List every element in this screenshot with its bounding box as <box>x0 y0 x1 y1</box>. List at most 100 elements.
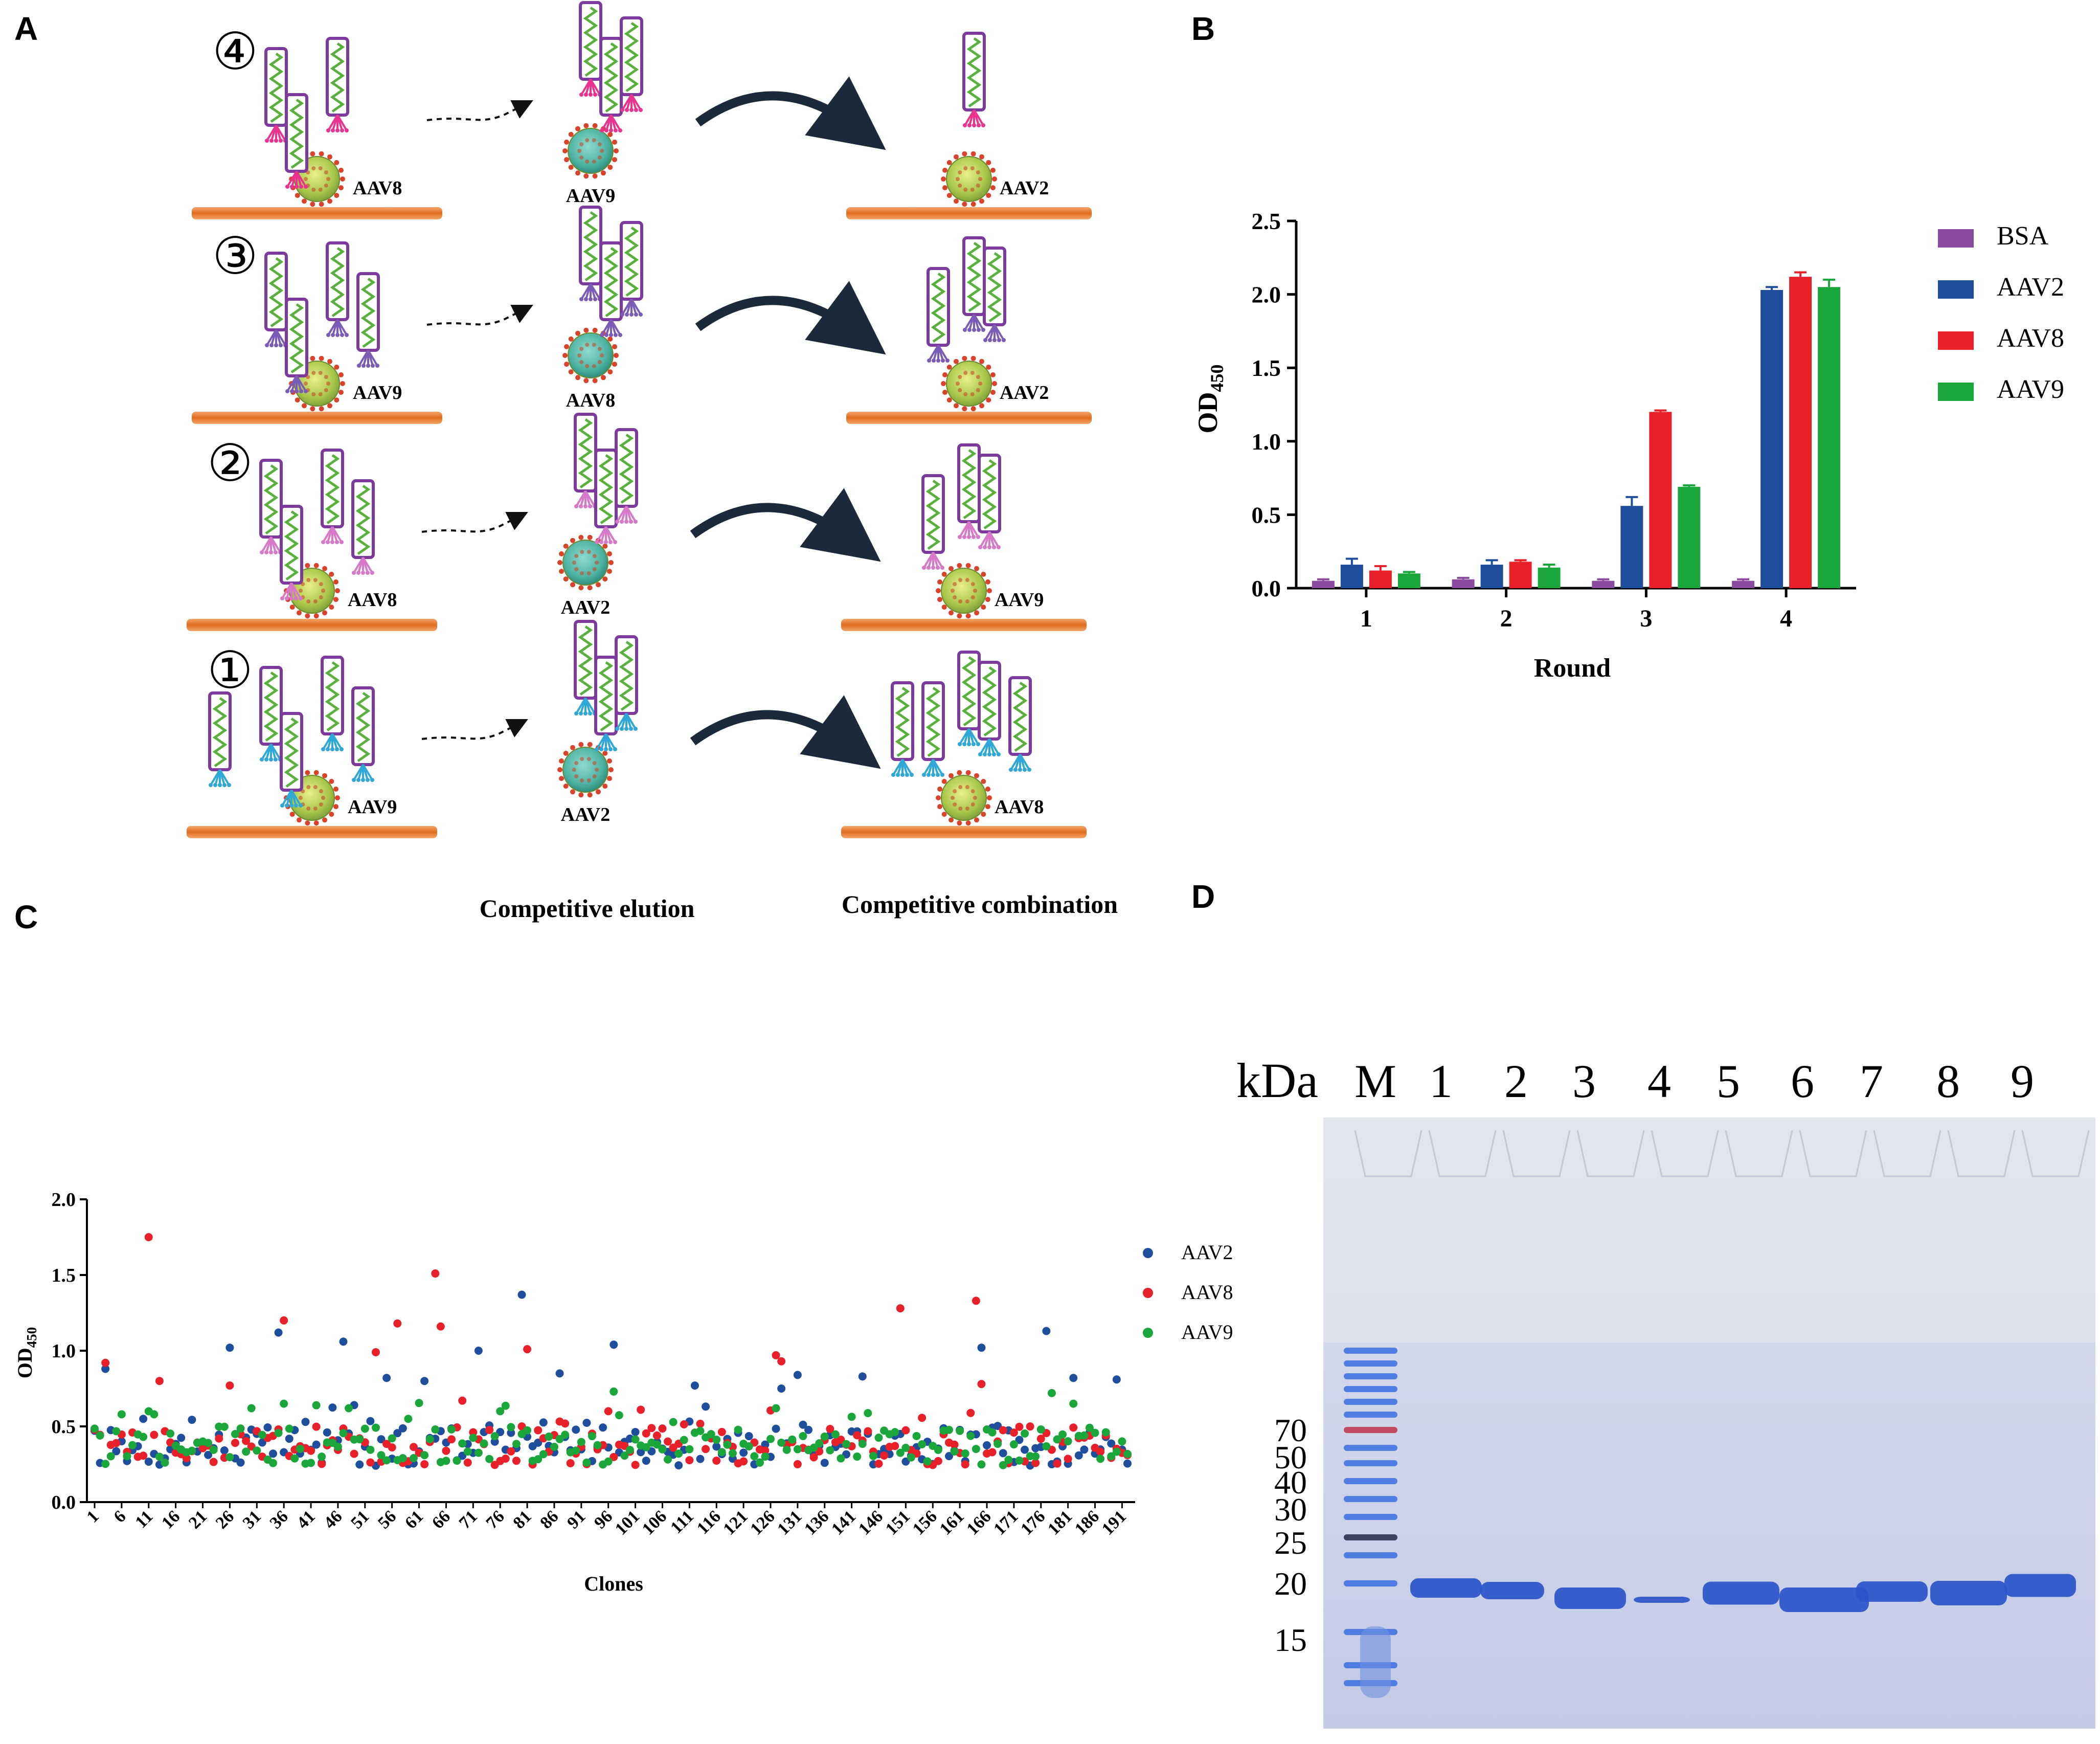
scatter-point <box>1004 1456 1013 1464</box>
scatter-point <box>1064 1437 1072 1446</box>
bar <box>1397 573 1420 588</box>
scatter-xtick-label: 21 <box>185 1507 211 1532</box>
antibody-icon <box>599 241 623 337</box>
scatter-point <box>377 1451 386 1460</box>
scatter-point <box>972 1296 980 1305</box>
scatter-xtick-label: 61 <box>401 1507 427 1532</box>
sample-band <box>1410 1578 1482 1598</box>
scatter-point <box>377 1435 386 1444</box>
scatter-xtick-label: 96 <box>591 1507 616 1532</box>
scatter-point <box>561 1430 570 1439</box>
scatter-point <box>204 1450 213 1459</box>
bar-legend-item: BSA <box>1938 221 2049 251</box>
scatter-point <box>615 1411 623 1420</box>
round-row: ③ AAV9 AAV8 AAV2 <box>192 206 1092 424</box>
scatter-xtick-label: 31 <box>239 1507 265 1532</box>
scatter-point <box>382 1374 391 1382</box>
scatter-point <box>664 1437 672 1446</box>
scatter-point <box>647 1424 656 1433</box>
scatter-point <box>420 1460 429 1468</box>
gel-marker-label: 30 <box>1274 1491 1307 1528</box>
gel-marker-label: 50 <box>1274 1439 1307 1475</box>
scatter-point <box>371 1423 380 1432</box>
panel-label-d: D <box>1191 878 1215 915</box>
scatter-ylabel: OD450 <box>13 1327 39 1379</box>
scatter-point <box>512 1440 521 1448</box>
scatter-point <box>604 1457 613 1466</box>
panel-label-a: A <box>14 10 38 47</box>
scatter-point <box>458 1439 467 1448</box>
legend-label: AAV9 <box>1181 1321 1233 1344</box>
scatter-xtick-label: 151 <box>882 1507 914 1538</box>
gel-marker-label: 70 <box>1274 1412 1307 1448</box>
scatter-point <box>755 1459 764 1467</box>
dashed-arrow <box>426 100 533 121</box>
scatter-point <box>637 1448 645 1457</box>
scatter-point <box>463 1447 472 1456</box>
target-virus-label: AAV8 <box>353 177 402 199</box>
antibody-icon <box>208 691 232 787</box>
antibody-icon <box>356 272 380 368</box>
scatter-point <box>1021 1445 1029 1454</box>
scatter-point <box>788 1435 797 1444</box>
scatter-point <box>512 1457 521 1465</box>
scatter-xtick-label: 51 <box>347 1507 373 1532</box>
scatter-point <box>696 1455 705 1463</box>
bar-chart-xtick-label: 3 <box>1640 605 1652 632</box>
antibody-icon <box>594 656 618 751</box>
scatter-point <box>944 1425 953 1434</box>
scatter-point <box>550 1442 558 1451</box>
antibody-icon <box>285 298 308 393</box>
dashed-arrow <box>426 305 533 326</box>
scatter-point <box>177 1434 186 1442</box>
gel-lane-label: 6 <box>1791 1055 1814 1107</box>
scatter-point <box>204 1439 213 1447</box>
scatter-xtick-label: 16 <box>158 1507 184 1532</box>
scatter-point <box>139 1451 148 1460</box>
curved-arrow <box>695 281 886 355</box>
sample-band <box>1480 1582 1544 1599</box>
antibody-icon <box>891 681 914 777</box>
bar <box>1538 567 1561 588</box>
scatter-point <box>517 1290 526 1299</box>
scatter-point <box>826 1425 834 1434</box>
scatter-point <box>869 1451 877 1460</box>
gel-lane-label: 4 <box>1647 1055 1671 1107</box>
panel-label-c: C <box>14 899 38 935</box>
scatter-point <box>874 1434 883 1442</box>
scatter-xtick-label: 121 <box>720 1507 752 1538</box>
scatter-xtick-label: 146 <box>855 1507 887 1538</box>
gel-well <box>1502 1130 1571 1177</box>
antibody-icon <box>1008 676 1032 772</box>
scatter-point <box>1091 1428 1099 1437</box>
gel-well <box>1725 1130 1793 1177</box>
scatter-point <box>1047 1389 1056 1397</box>
gel-lane-label: 7 <box>1860 1055 1883 1107</box>
bar-chart-ytick-label: 0.0 <box>1252 575 1281 601</box>
plate-surface-bar <box>841 826 1087 838</box>
scatter-point <box>712 1442 721 1451</box>
scatter-point <box>404 1415 413 1423</box>
scatter-point <box>961 1460 969 1469</box>
scatter-point <box>523 1345 532 1354</box>
scatter-point <box>1042 1327 1051 1335</box>
ladder-band <box>1344 1514 1397 1520</box>
scatter-point <box>296 1444 304 1453</box>
scatter-point <box>680 1436 688 1444</box>
gel-well <box>1873 1130 1941 1177</box>
scatter-point <box>128 1441 137 1449</box>
legend-label: AAV2 <box>1997 273 2064 302</box>
scatter-point <box>609 1387 618 1396</box>
scatter-point <box>393 1319 402 1328</box>
scatter-point <box>804 1425 813 1434</box>
scatter-point <box>144 1233 153 1241</box>
ladder-band <box>1344 1412 1397 1418</box>
legend-label: AAV2 <box>1181 1241 1233 1264</box>
plate-surface-bar <box>187 826 437 838</box>
bar-chart-xtick-label: 2 <box>1500 605 1512 632</box>
scatter-point <box>318 1452 326 1461</box>
scatter-point <box>842 1440 851 1448</box>
scatter-point <box>901 1426 910 1435</box>
scatter-xtick-label: 11 <box>132 1507 157 1532</box>
